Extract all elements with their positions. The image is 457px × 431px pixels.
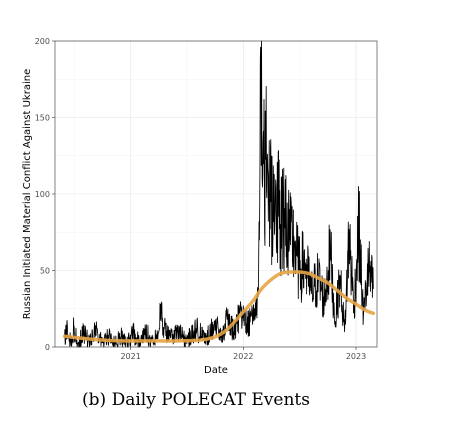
y-tick-label: 50 <box>40 267 50 276</box>
smoothed-trend-line <box>62 270 376 343</box>
y-tick-label: 0 <box>45 343 50 352</box>
y-axis-title: Russian Initiated Material Conflict Agai… <box>22 69 33 319</box>
y-tick-label: 100 <box>35 190 50 199</box>
x-axis-title: Date <box>204 365 228 376</box>
x-axis: 2021 2022 2023 <box>120 347 366 361</box>
x-tick-label: 2023 <box>346 352 366 361</box>
y-tick-label: 150 <box>35 114 50 123</box>
y-tick-label: 200 <box>35 37 50 46</box>
figure-caption: (b) Daily POLECAT Events <box>82 390 310 410</box>
x-tick-label: 2021 <box>120 352 140 361</box>
y-axis: 0 50 100 150 200 <box>35 37 55 352</box>
x-tick-label: 2022 <box>233 352 253 361</box>
plot-area <box>54 40 378 348</box>
